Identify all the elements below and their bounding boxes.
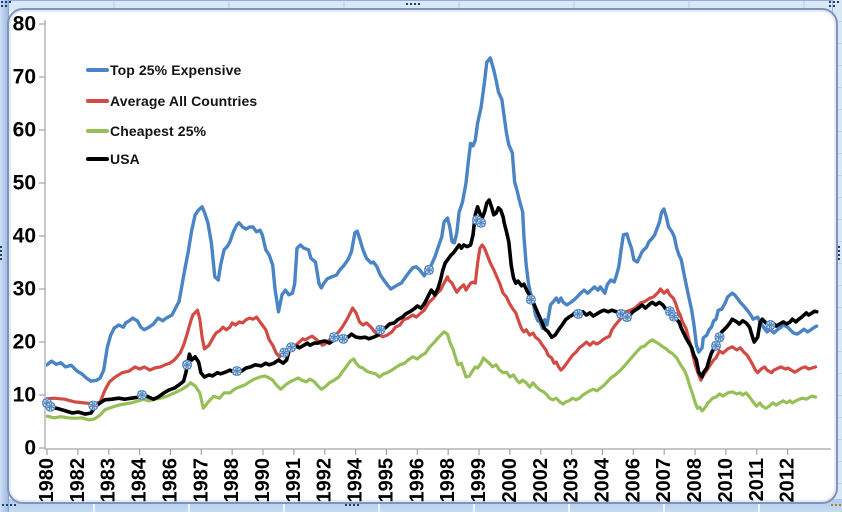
legend-label: USA bbox=[110, 151, 140, 167]
x-axis-label: 1988 bbox=[221, 458, 243, 503]
axes bbox=[44, 20, 831, 450]
x-axis-label: 2008 bbox=[684, 458, 706, 503]
x-axis-label: 1984 bbox=[129, 457, 151, 502]
selected-point-marker-icon[interactable] bbox=[668, 311, 679, 322]
x-axis-label: 1986 bbox=[159, 458, 181, 503]
y-axis-label: 30 bbox=[13, 278, 36, 301]
x-axis-label: 1982 bbox=[67, 458, 89, 503]
x-axis-label: 1991 bbox=[283, 458, 305, 503]
legend-swatch-red bbox=[86, 98, 109, 104]
y-axis-label: 20 bbox=[13, 331, 36, 354]
x-axis-label: 2004 bbox=[591, 457, 613, 502]
selected-point-marker-icon[interactable] bbox=[279, 347, 290, 358]
series-cheapest-25-[interactable] bbox=[46, 330, 818, 422]
y-axis-label: 80 bbox=[13, 13, 36, 36]
x-axis-label: 1990 bbox=[252, 458, 274, 503]
y-axis-label: 10 bbox=[13, 384, 36, 407]
legend-label: Cheapest 25% bbox=[110, 123, 207, 139]
series-usa[interactable] bbox=[46, 198, 819, 416]
selected-point-marker-icon[interactable] bbox=[765, 320, 776, 331]
y-axis[interactable]: 0 10 20 30 40 50 60 70 80 bbox=[13, 13, 45, 460]
selected-point-marker-icon[interactable] bbox=[182, 359, 193, 370]
selected-point-marker-icon[interactable] bbox=[423, 264, 434, 275]
x-axis-label: 1994 bbox=[345, 457, 367, 502]
chart-frame[interactable] bbox=[7, 8, 838, 504]
x-axis-label: 2002 bbox=[530, 458, 552, 503]
selected-point-markers bbox=[42, 215, 776, 412]
x-axis[interactable]: 1980 1982 1983 1984 1986 1987 1988 1990 1991 1992… bbox=[36, 449, 799, 503]
selected-point-marker-icon[interactable] bbox=[621, 312, 632, 323]
x-axis-label: 2012 bbox=[777, 458, 799, 503]
selected-point-marker-icon[interactable] bbox=[711, 340, 722, 351]
legend-item-cheapest-25[interactable]: Cheapest 25% bbox=[86, 121, 206, 141]
x-axis-label: 1999 bbox=[468, 458, 490, 503]
x-axis-label: 1995 bbox=[375, 458, 397, 503]
selected-point-marker-icon[interactable] bbox=[476, 217, 487, 228]
selected-point-marker-icon[interactable] bbox=[286, 342, 297, 353]
selected-point-marker-icon[interactable] bbox=[573, 308, 584, 319]
x-axis-label: 2003 bbox=[561, 458, 583, 503]
selected-point-marker-icon[interactable] bbox=[231, 366, 242, 377]
selected-point-marker-icon[interactable] bbox=[375, 324, 386, 335]
x-axis-label: 1996 bbox=[406, 458, 428, 503]
x-axis-label: 1983 bbox=[98, 458, 120, 503]
x-axis-label: 2011 bbox=[746, 458, 768, 501]
x-axis-label: 1987 bbox=[190, 458, 212, 503]
selected-point-marker-icon[interactable] bbox=[525, 294, 536, 305]
legend-swatch-blue bbox=[86, 67, 109, 73]
y-axis-label: 60 bbox=[13, 119, 36, 142]
x-axis-label: 1998 bbox=[437, 458, 459, 503]
x-axis-label: 2000 bbox=[499, 458, 521, 503]
x-axis-label: 2006 bbox=[622, 458, 644, 503]
legend-item-average-all-countries[interactable]: Average All Countries bbox=[86, 91, 257, 111]
x-axis-label: 1980 bbox=[36, 458, 58, 503]
legend-swatch-black bbox=[86, 156, 109, 162]
selected-point-marker-icon[interactable] bbox=[45, 401, 56, 412]
x-axis-label: 2007 bbox=[653, 458, 675, 503]
selected-point-marker-icon[interactable] bbox=[136, 389, 147, 400]
selected-point-marker-icon[interactable] bbox=[616, 308, 627, 319]
selected-point-marker-icon[interactable] bbox=[338, 333, 349, 344]
legend-label: Top 25% Expensive bbox=[110, 62, 242, 78]
x-axis-label: 1992 bbox=[314, 458, 336, 503]
legend-label: Average All Countries bbox=[110, 93, 258, 109]
y-axis-label: 40 bbox=[13, 225, 36, 248]
series-top-25-expensive[interactable] bbox=[46, 56, 819, 383]
selected-point-marker-icon[interactable] bbox=[329, 332, 340, 343]
legend-item-usa[interactable]: USA bbox=[86, 149, 140, 169]
y-axis-label: 50 bbox=[13, 172, 36, 195]
worksheet-top-strip bbox=[0, 0, 842, 11]
legend-swatch-green bbox=[86, 128, 109, 134]
selected-point-marker-icon[interactable] bbox=[714, 332, 725, 343]
legend-item-top-25-expensive[interactable]: Top 25% Expensive bbox=[86, 60, 241, 80]
y-axis-label: 0 bbox=[24, 437, 36, 460]
x-axis-label: 2010 bbox=[715, 458, 737, 503]
y-axis-label: 70 bbox=[13, 66, 36, 89]
selected-point-marker-icon[interactable] bbox=[88, 400, 99, 411]
